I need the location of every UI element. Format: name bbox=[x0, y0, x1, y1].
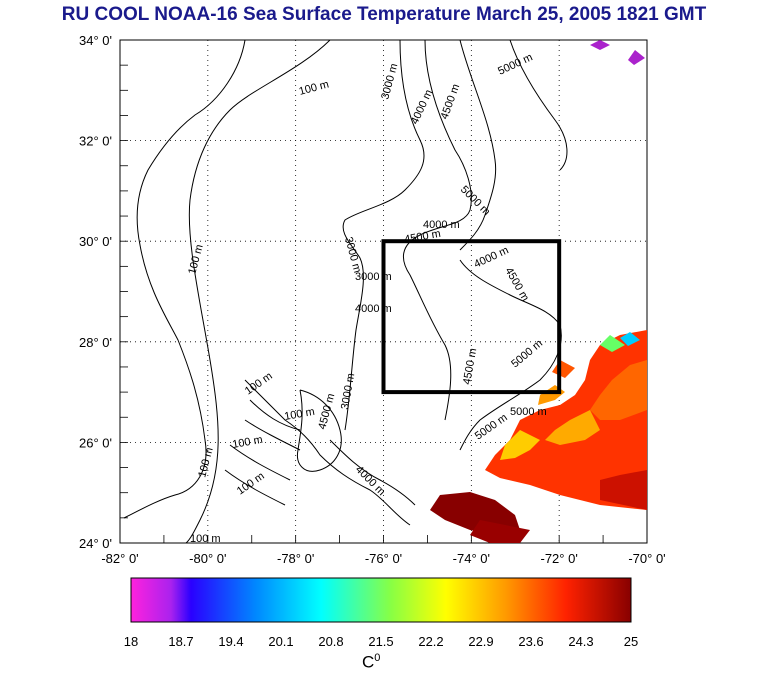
contour-4000m bbox=[402, 40, 472, 421]
latitude-labels: 34° 0' 32° 0' 30° 0' 28° 0' 26° 0' 24° 0' bbox=[79, 33, 112, 551]
colorbar bbox=[130, 577, 632, 623]
longitude-labels: -82° 0' -80° 0' -78° 0' -76° 0' -74° 0' -72° … bbox=[101, 551, 665, 566]
lon-tick-label: -80° 0' bbox=[189, 551, 226, 566]
colorbar-unit: C0 bbox=[362, 652, 380, 673]
contour-label: 3000 m bbox=[355, 271, 392, 283]
contours bbox=[123, 40, 568, 543]
colorbar-tick-label: 22.9 bbox=[468, 634, 493, 649]
lon-tick-label: -72° 0' bbox=[541, 551, 578, 566]
contour-3000m bbox=[342, 40, 425, 431]
colorbar-tick-label: 20.1 bbox=[268, 634, 293, 649]
lon-tick-label: -78° 0' bbox=[277, 551, 314, 566]
colorbar-tick-label: 18 bbox=[124, 634, 138, 649]
lat-tick-label: 32° 0' bbox=[79, 134, 112, 149]
lat-tick-label: 30° 0' bbox=[79, 234, 112, 249]
contour-label: 100 m bbox=[283, 406, 315, 423]
map-title: RU COOL NOAA-16 Sea Surface Temperature … bbox=[61, 4, 707, 25]
lat-tick-label: 24° 0' bbox=[79, 536, 112, 551]
lat-tick-label: 26° 0' bbox=[79, 435, 112, 450]
coastline-florida bbox=[123, 40, 246, 519]
contour-exuma bbox=[329, 439, 416, 506]
lon-tick-label: -82° 0' bbox=[101, 551, 138, 566]
colorbar-tick-label: 24.3 bbox=[568, 634, 593, 649]
colorbar-tick-label: 23.6 bbox=[518, 634, 543, 649]
colorbar-tick-label: 20.8 bbox=[318, 634, 343, 649]
island-andros bbox=[296, 389, 342, 472]
colorbar-ticks: 18 18.7 19.4 20.1 20.8 21.5 22.2 22.9 23.6 24.3 25 bbox=[124, 634, 638, 649]
contour-100m bbox=[185, 40, 331, 543]
colorbar-tick-label: 22.2 bbox=[418, 634, 443, 649]
contour-label: 4000 m bbox=[423, 219, 460, 231]
sst-pixels bbox=[430, 40, 647, 543]
contour-5000m-box bbox=[459, 259, 562, 451]
contour-label: 100 m bbox=[190, 533, 221, 545]
contour-5000m-north bbox=[509, 40, 568, 171]
colorbar-tick-label: 25 bbox=[624, 634, 638, 649]
colorbar-tick-label: 21.5 bbox=[368, 634, 393, 649]
lat-tick-label: 28° 0' bbox=[79, 335, 112, 350]
graticule bbox=[119, 39, 648, 544]
contour-label: 4000 m bbox=[355, 303, 392, 315]
unit-superscript: 0 bbox=[374, 652, 381, 664]
lon-tick-label: -76° 0' bbox=[365, 551, 402, 566]
colorbar-tick-label: 18.7 bbox=[168, 634, 193, 649]
contour-label: 100 m bbox=[231, 434, 263, 451]
unit-label: C bbox=[362, 652, 375, 672]
lon-tick-label: -70° 0' bbox=[628, 551, 665, 566]
study-region-box bbox=[381, 239, 562, 395]
lat-tick-label: 34° 0' bbox=[79, 33, 112, 48]
contour-bahamas bbox=[244, 379, 411, 526]
contour-bank bbox=[224, 399, 301, 506]
contour-label: 5000 m bbox=[510, 406, 547, 418]
lon-tick-label: -74° 0' bbox=[453, 551, 490, 566]
colorbar-tick-label: 19.4 bbox=[218, 634, 243, 649]
contour-4500m bbox=[459, 40, 497, 251]
